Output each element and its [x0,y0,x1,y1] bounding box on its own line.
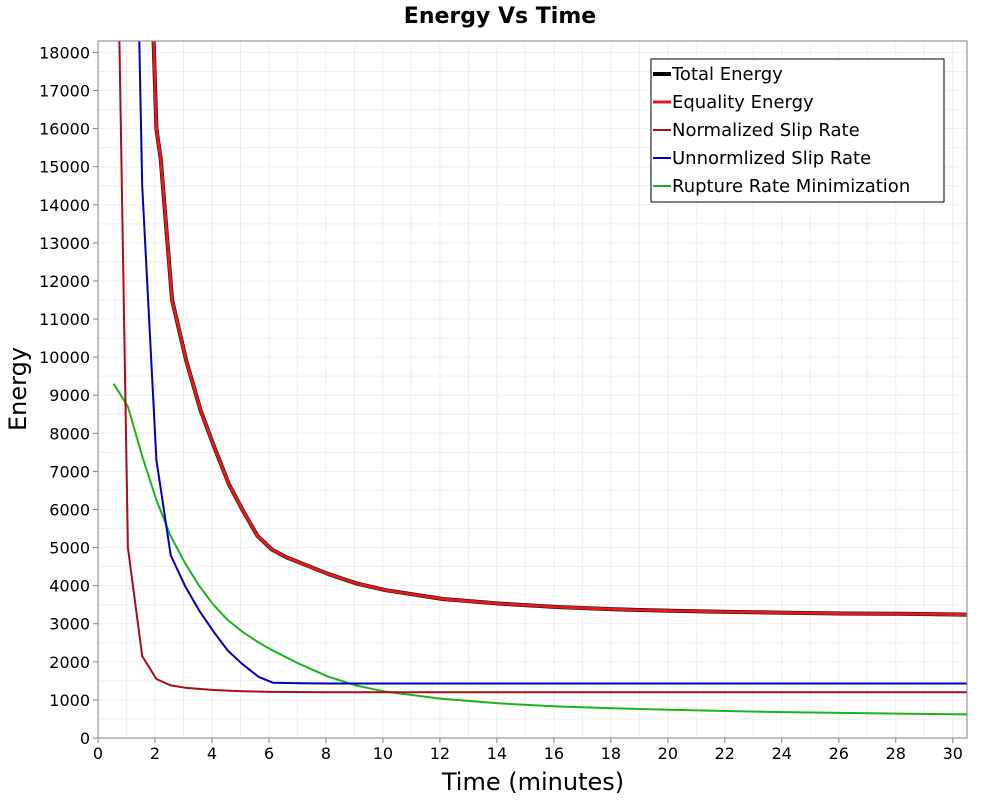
y-tick-label: 9000 [49,386,90,405]
y-tick-label: 12000 [39,272,90,291]
legend-label: Normalized Slip Rate [672,120,860,141]
y-tick-label: 3000 [49,615,90,634]
grid [98,41,967,738]
legend-label: Equality Energy [672,92,814,113]
chart-title: Energy Vs Time [404,4,596,29]
x-tick-label: 30 [943,744,963,763]
y-tick-label: 1000 [49,691,90,710]
series-line-rupture-rate-minimization [112,383,967,716]
y-axis-label: Energy [4,347,32,431]
series-lines [112,41,967,716]
x-tick-label: 6 [264,744,274,763]
series-line-equality-energy [152,41,967,617]
x-tick-label: 8 [321,744,331,763]
y-tick-label: 10000 [39,348,90,367]
x-tick-label: 24 [772,744,792,763]
y-tick-label: 2000 [49,653,90,672]
x-tick-label: 26 [829,744,849,763]
x-tick-label: 2 [150,744,160,763]
y-tick-label: 4000 [49,577,90,596]
y-tick-label: 13000 [39,234,90,253]
y-tick-label: 15000 [39,158,90,177]
legend-label: Rupture Rate Minimization [672,176,910,197]
x-tick-label: 12 [430,744,450,763]
x-tick-label: 4 [207,744,217,763]
series-line-unnormlized-slip-rate [138,41,967,685]
x-axis-ticks: 0 2 4 6 8 10 12 14 16 18 20 22 24 26 28 30 [93,738,963,763]
y-tick-label: 14000 [39,196,90,215]
legend-label: Unnormlized Slip Rate [672,148,871,169]
y-tick-label: 11000 [39,310,90,329]
y-tick-label: 17000 [39,82,90,101]
y-axis-ticks: 0 1000 2000 3000 4000 5000 6000 7000 8000 9000 100… [39,43,98,748]
series-line-normalized-slip-rate [118,41,967,694]
legend: Total Energy Equality Energy Normalized Sl… [650,58,945,203]
x-tick-label: 16 [544,744,564,763]
x-tick-label: 0 [93,744,103,763]
legend-box [650,58,945,203]
y-tick-label: 0 [80,729,90,748]
legend-label: Total Energy [671,64,783,85]
x-tick-label: 14 [487,744,507,763]
x-tick-label: 20 [658,744,678,763]
y-tick-label: 16000 [39,120,90,139]
y-tick-label: 7000 [49,462,90,481]
y-tick-label: 6000 [49,500,90,519]
y-tick-label: 18000 [39,43,90,62]
x-tick-label: 22 [715,744,735,763]
x-tick-label: 10 [373,744,393,763]
x-tick-label: 18 [601,744,621,763]
x-axis-label: Time (minutes) [441,768,624,796]
y-tick-label: 5000 [49,539,90,558]
y-tick-label: 8000 [49,424,90,443]
x-tick-label: 28 [886,744,906,763]
plot-frame [97,40,968,739]
